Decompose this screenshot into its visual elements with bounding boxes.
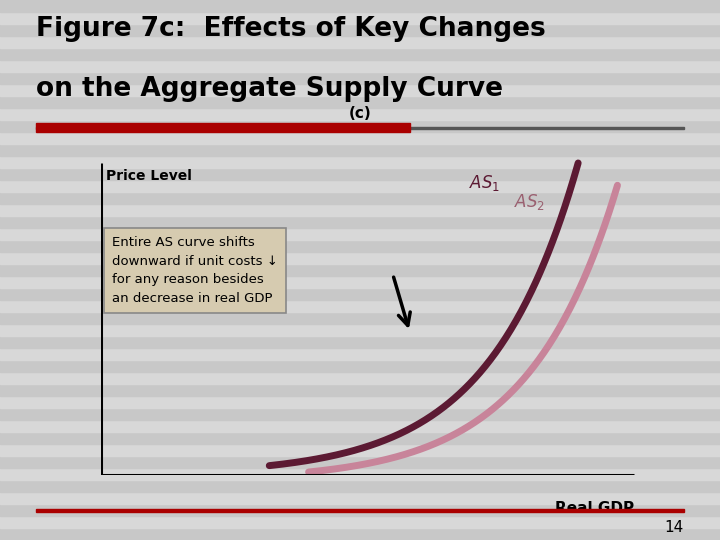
Text: $AS_1$: $AS_1$ [469,172,500,193]
Text: 14: 14 [665,519,684,535]
Text: Entire AS curve shifts
downward if unit costs ↓
for any reason besides
an decrea: Entire AS curve shifts downward if unit … [112,237,278,305]
Text: $AS_2$: $AS_2$ [513,192,544,212]
Text: Figure 7c:  Effects of Key Changes: Figure 7c: Effects of Key Changes [36,16,546,42]
Text: on the Aggregate Supply Curve: on the Aggregate Supply Curve [36,76,503,102]
Text: Price Level: Price Level [107,170,192,184]
Text: (c): (c) [348,106,372,122]
Text: Real GDP: Real GDP [555,501,634,516]
